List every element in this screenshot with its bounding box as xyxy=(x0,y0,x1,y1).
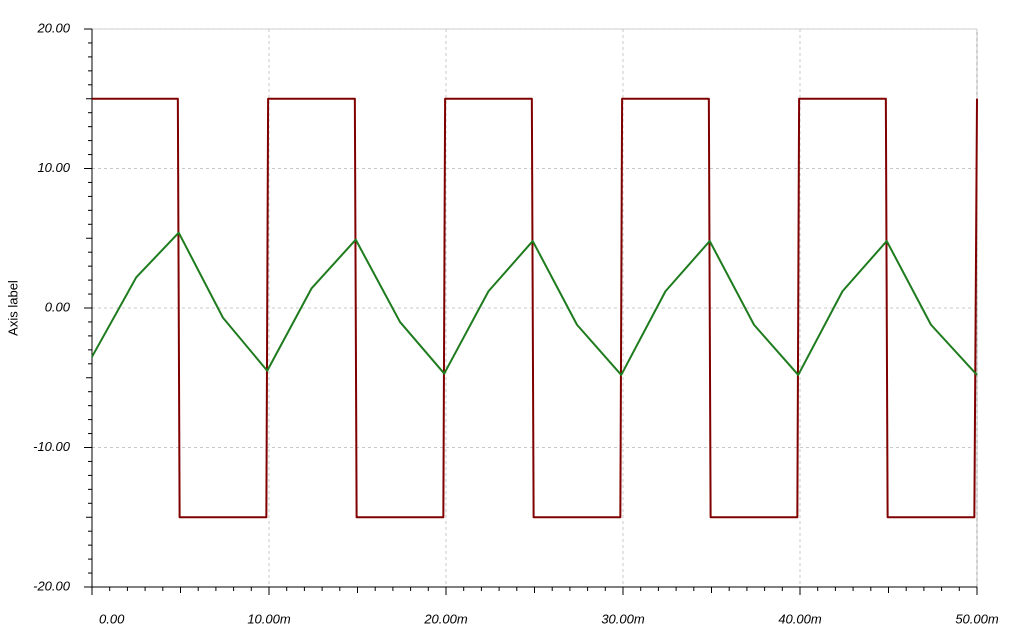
y-tick-label: 20.00 xyxy=(36,20,70,35)
y-tick-label: -10.00 xyxy=(33,439,71,454)
y-tick-label: -20.00 xyxy=(33,578,71,593)
x-tick-label: 40.00m xyxy=(778,611,822,626)
x-tick-label: 30.00m xyxy=(601,611,645,626)
x-tick-label: 20.00m xyxy=(423,611,468,626)
y-tick-label: 0.00 xyxy=(45,299,71,314)
x-tick-label: 0.00 xyxy=(99,611,125,626)
y-tick-label: 10.00 xyxy=(37,160,70,175)
x-tick-label: 50.00m xyxy=(955,611,999,626)
y-axis-label: Axis label xyxy=(5,280,20,336)
series-line xyxy=(91,231,978,376)
series-line xyxy=(92,97,978,519)
x-tick-label: 10.00m xyxy=(247,611,291,626)
